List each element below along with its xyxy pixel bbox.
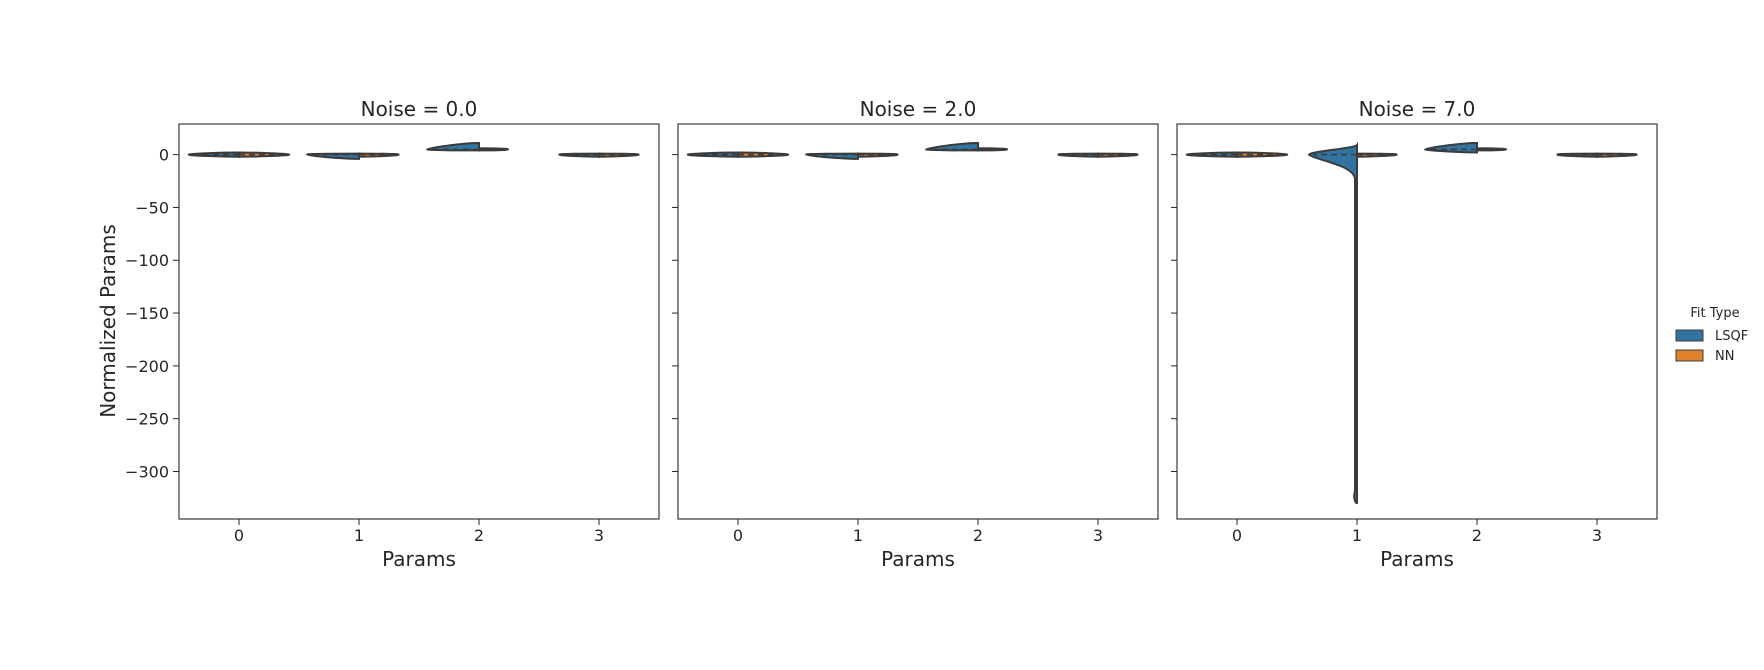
violin-nn	[358, 152, 400, 158]
violin-lsqf	[1556, 152, 1598, 158]
facet-panel-1: Noise = 2.0 Params 0 1 2 3	[672, 97, 1159, 571]
x-tick-label: 2	[1472, 526, 1482, 545]
x-tick-label: 3	[1093, 526, 1103, 545]
x-axis-label: Params	[1380, 547, 1454, 571]
violin-lsqf	[425, 142, 480, 152]
panel-title: Noise = 2.0	[860, 97, 977, 121]
panel-title: Noise = 0.0	[361, 97, 478, 121]
violin-nn	[1097, 152, 1139, 158]
x-tick-label: 0	[234, 526, 244, 545]
legend-label-lsqf: LSQF	[1715, 329, 1748, 344]
x-axis-label: Params	[382, 547, 456, 571]
y-tick-label: −100	[125, 251, 169, 270]
plot-frame	[1176, 123, 1658, 520]
plot-frame	[677, 123, 1159, 520]
violin-nn	[857, 152, 899, 158]
violin-lsqf	[1307, 141, 1358, 505]
x-tick-label: 1	[354, 526, 364, 545]
x-tick-label: 1	[853, 526, 863, 545]
x-tick-label: 3	[1592, 526, 1602, 545]
x-tick-label: 3	[594, 526, 604, 545]
legend-swatch-nn	[1675, 349, 1704, 362]
legend-title: Fit Type	[1690, 306, 1739, 321]
violin-lsqf	[924, 142, 979, 152]
legend: Fit Type LSQF NN	[1675, 306, 1748, 364]
x-tick-label: 2	[973, 526, 983, 545]
y-tick-label: −200	[125, 357, 169, 376]
x-tick-label: 0	[733, 526, 743, 545]
x-tick-label: 2	[474, 526, 484, 545]
panel-title: Noise = 7.0	[1359, 97, 1476, 121]
violin-lsqf	[1423, 142, 1478, 154]
facet-panels: Noise = 0.0 Params 0 −50 −100 −150 −200 −250 −30…	[125, 97, 1658, 571]
violin-nn	[598, 152, 640, 158]
facet-panel-2: Noise = 7.0 Params 0 1 2 3	[1171, 97, 1658, 571]
y-tick-label: −50	[135, 198, 169, 217]
legend-entries: LSQF NN	[1675, 329, 1748, 364]
y-tick-label: −300	[125, 462, 169, 481]
y-tick-label: −250	[125, 410, 169, 429]
y-tick-label: 0	[159, 146, 169, 165]
x-tick-label: 1	[1352, 526, 1362, 545]
x-tick-label: 0	[1232, 526, 1242, 545]
violin-nn	[1356, 152, 1398, 158]
y-tick-label: −150	[125, 304, 169, 323]
x-axis-label: Params	[881, 547, 955, 571]
violin-lsqf	[1057, 152, 1099, 158]
legend-swatch-lsqf	[1675, 329, 1704, 342]
violin-lsqf	[558, 152, 600, 158]
legend-label-nn: NN	[1715, 349, 1734, 364]
facet-panel-0: Noise = 0.0 Params 0 −50 −100 −150 −200 −250 −30…	[125, 97, 660, 571]
plot-frame	[178, 123, 660, 520]
violin-nn	[1596, 152, 1638, 158]
y-axis-label: Normalized Params	[96, 224, 120, 418]
